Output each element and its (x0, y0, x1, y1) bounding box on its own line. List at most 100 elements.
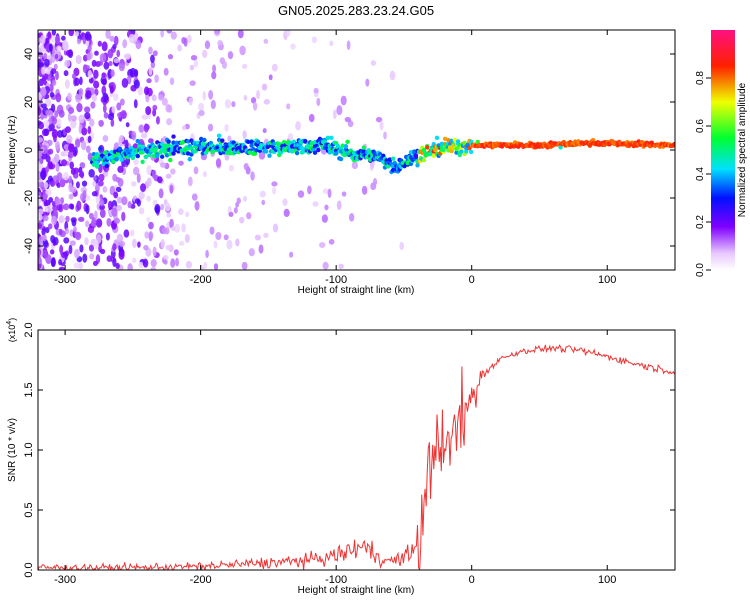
spectrogram-cell (58, 109, 65, 118)
spectrogram-cell (146, 177, 152, 187)
spectrogram-cell (109, 85, 114, 94)
spectrogram-cell (60, 197, 65, 205)
spectrogram-cell (38, 148, 43, 159)
spectrogram-cell (228, 151, 233, 156)
spectrogram-cell (48, 43, 53, 52)
spectrogram-cell (166, 118, 173, 126)
spectrogram-cell (91, 191, 98, 197)
spectrogram-cell (166, 212, 172, 218)
spectrogram-cell (75, 54, 82, 65)
spectrogram-cell (63, 70, 69, 77)
spectrogram-cell (158, 94, 164, 101)
spectrogram-cell (102, 135, 109, 142)
spectrogram-cell (193, 166, 199, 175)
spectrogram-cell (89, 253, 95, 260)
spectrogram-cell (74, 248, 80, 259)
spectrogram-cell (455, 139, 461, 144)
spectrogram-cell (68, 175, 73, 186)
spectrogram-cell (415, 163, 420, 168)
spectrogram-cell (87, 135, 92, 144)
spectrogram-cell (214, 30, 220, 35)
spectrogram-cell (94, 210, 98, 220)
spectrogram-cell (55, 140, 60, 151)
spectrogram-cell (252, 151, 258, 156)
spectrogram-cell (38, 182, 44, 188)
spectrogram-cell (113, 35, 119, 46)
spectrogram-cell (122, 39, 128, 49)
spectrogram-cell (187, 176, 193, 187)
spectrogram-cell (311, 36, 318, 44)
spectrogram-cell (336, 200, 342, 211)
snr-y-multiplier: (x104) (6, 318, 17, 342)
spectrogram-cell (97, 40, 102, 47)
spectrogram-cell (79, 76, 83, 86)
spectrogram-cell (92, 260, 99, 267)
spectrogram-cell (49, 91, 55, 98)
spectrogram-cell (327, 188, 332, 199)
spectrogram-cell (161, 97, 168, 106)
spectrogram-cell (205, 249, 209, 259)
spectrogram-cell (89, 118, 95, 127)
spectrogram-cell (215, 158, 222, 168)
spectrogram-cell (58, 228, 63, 235)
spectrogram-cell (361, 145, 367, 150)
spectrogram-cell (189, 64, 195, 71)
spectrogram-cell (316, 97, 321, 107)
colorbar-tick-label: 0.4 (695, 167, 706, 181)
spectrogram-cell (211, 71, 217, 80)
spectrogram-cell (268, 74, 273, 81)
spectrogram-cell (93, 69, 99, 79)
spectrogram-cell (118, 240, 126, 247)
spectrogram-cell (42, 215, 49, 222)
spectrogram-cell (335, 143, 340, 149)
spectrogram-cell (50, 68, 57, 75)
spectrogram-cell (115, 186, 122, 192)
spectrogram-cell (217, 40, 223, 46)
spectrogram-cell (150, 259, 157, 268)
spectrogram-cell (59, 244, 63, 255)
spectrogram-cell (78, 87, 84, 97)
spectrogram-cell (55, 92, 62, 103)
spectrogram-cell (142, 258, 149, 268)
spectrogram-cell (328, 239, 335, 245)
spectrogram-cell (226, 239, 233, 250)
spectrogram-cell (74, 30, 80, 37)
spectrogram-cell (241, 63, 248, 69)
spectrogram-cell (254, 148, 259, 153)
spectrogram-cell (63, 203, 70, 211)
spectrogram-cell (290, 149, 295, 154)
spectrogram-cell (75, 231, 82, 241)
spectrogram-cell (61, 252, 67, 259)
spectrogram-cell (286, 103, 291, 110)
spectrogram-cell (282, 198, 288, 206)
spectrogram-cell (84, 112, 91, 120)
spectrogram-cell (111, 207, 118, 217)
spectrogram-cell (55, 162, 60, 172)
spectrogram-cell (181, 223, 186, 233)
spectrogram-cell (114, 157, 119, 162)
colorbar-tick-label: 0.2 (695, 215, 706, 229)
spectrogram-cell (100, 96, 105, 103)
colorbar-tick-label: 0.8 (695, 71, 706, 85)
spectrogram-cell (166, 30, 173, 34)
spectrogram-cell (70, 186, 77, 193)
spectrogram-cell (325, 135, 331, 140)
spectrogram-cell (53, 63, 58, 70)
colorbar-ticks: 0.0 0.2 0.4 0.6 0.8 (695, 71, 711, 277)
spectrogram-cell (81, 180, 88, 187)
spectrogram-cell (213, 240, 218, 249)
spectrogram-cell (236, 197, 241, 204)
spectrogram-cell (49, 82, 54, 93)
spectrogram-cell (50, 103, 56, 113)
spectrogram-cell (143, 244, 149, 251)
spectrogram-cell (672, 142, 675, 147)
spectrogram-cell (170, 168, 176, 175)
spectrogram-cell (93, 80, 100, 89)
spectrogram-cell (272, 223, 279, 233)
spectrogram-cell (111, 159, 116, 164)
spectrogram-cell (54, 197, 61, 206)
spectrogram-cell (465, 142, 471, 147)
spectrogram-cell (73, 150, 77, 157)
snr-series-line (38, 344, 675, 570)
spectrogram-cell (82, 190, 87, 200)
